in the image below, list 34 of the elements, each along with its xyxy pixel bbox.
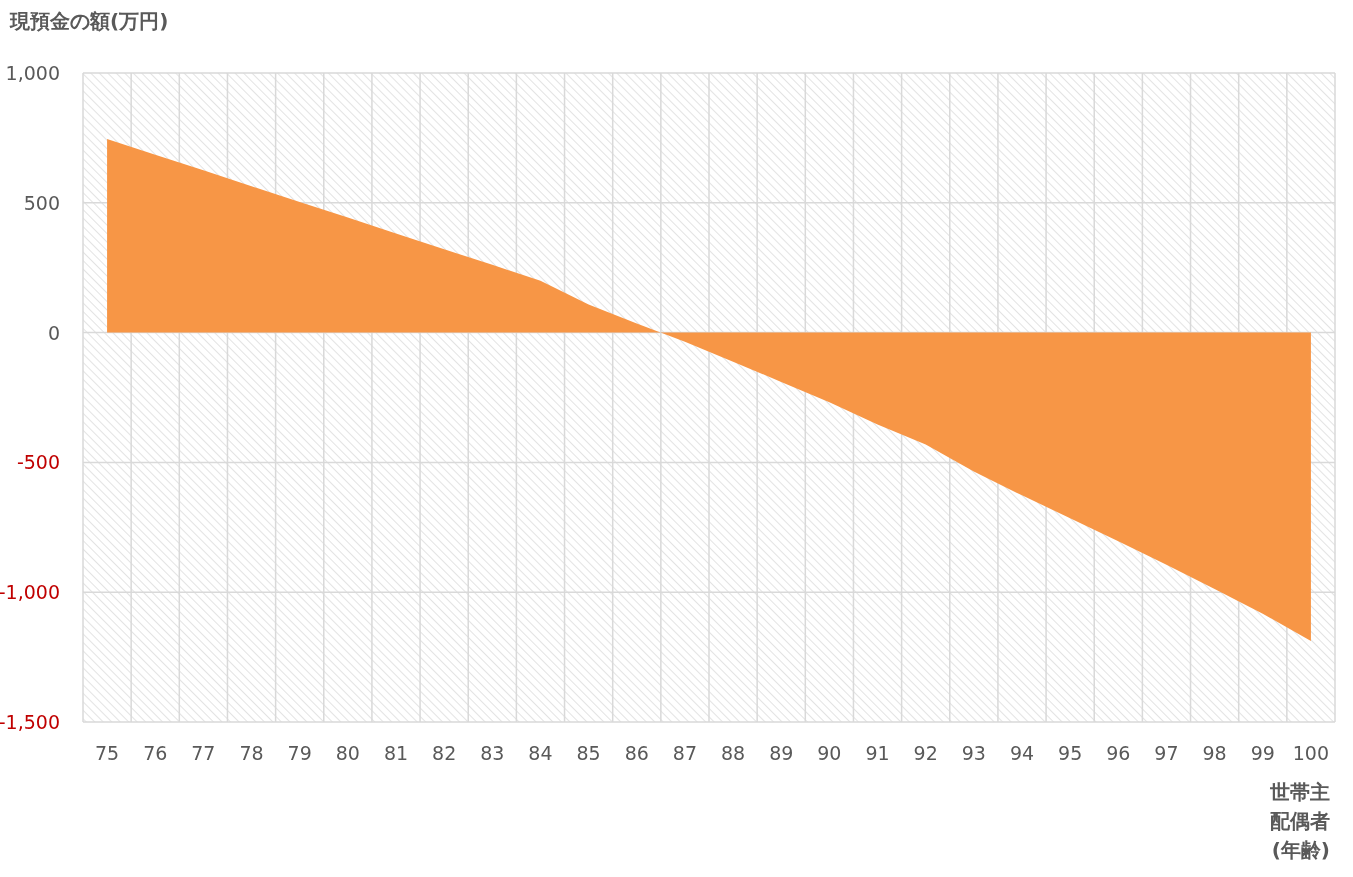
x-tick-label: 91	[865, 742, 890, 764]
y-tick-label: -500	[16, 451, 60, 474]
x-tick-label: 99	[1250, 742, 1275, 764]
x-tick-label: 84	[528, 742, 553, 764]
x-tick-label: 89	[769, 742, 794, 764]
y-tick-label: -1,500	[0, 711, 60, 733]
x-tick-label: 76	[143, 742, 168, 764]
x-tick-label: 78	[239, 742, 264, 764]
x-tick-label: 98	[1202, 742, 1227, 764]
y-tick-label: -1,000	[0, 581, 60, 604]
x-tick-label: 93	[961, 742, 986, 764]
x-tick-label: 85	[576, 742, 601, 764]
x-tick-label: 81	[383, 742, 409, 764]
y-tick-label: 0	[47, 321, 60, 344]
x-tick-label: 77	[191, 742, 216, 764]
x-tick-label: 86	[624, 742, 649, 764]
x-tick-label: 79	[287, 742, 312, 764]
x-tick-label: 97	[1154, 742, 1179, 764]
x-axis-title: 世帯主配偶者(年齢)	[1269, 779, 1330, 864]
x-tick-label: 94	[1009, 742, 1035, 764]
y-tick-label: 500	[23, 191, 60, 214]
x-tick-label: 96	[1106, 742, 1131, 764]
y-tick-label: 1,000	[5, 62, 60, 84]
x-tick-label: 95	[1058, 742, 1083, 764]
y-axis-title: 現預金の額(万円)	[9, 9, 169, 33]
x-tick-label: 88	[720, 742, 746, 764]
x-tick-label: 75	[94, 742, 120, 764]
x-tick-label: 100	[1292, 742, 1330, 764]
x-tick-label: 80	[335, 742, 360, 764]
x-tick-label: 92	[913, 742, 938, 764]
x-tick-label: 87	[672, 742, 698, 764]
x-tick-label: 83	[480, 742, 505, 764]
x-tick-label: 82	[432, 742, 457, 764]
x-tick-label: 90	[817, 742, 842, 764]
